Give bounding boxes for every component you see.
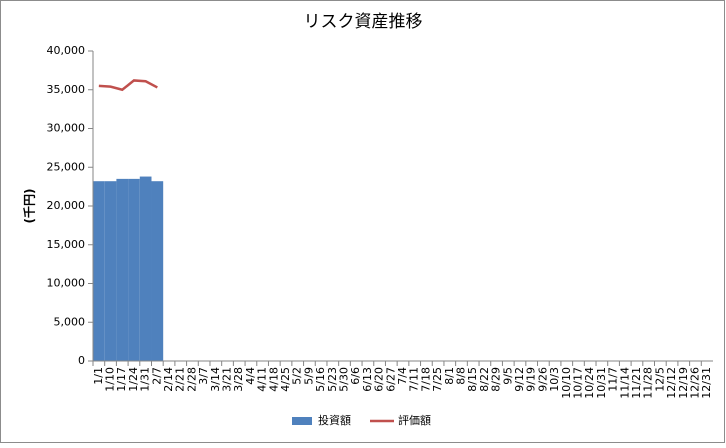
x-tick-label: 10/3 — [548, 367, 561, 392]
y-tick-label: 5,000 — [54, 315, 86, 328]
bar — [128, 178, 140, 361]
x-tick-label: 8/15 — [466, 367, 479, 392]
legend-label: 評価額 — [398, 413, 431, 427]
bar — [139, 176, 152, 361]
x-tick-label: 9/12 — [513, 367, 526, 392]
y-tick-label: 25,000 — [47, 160, 86, 173]
x-tick-label: 11/7 — [607, 367, 620, 392]
x-tick-label: 8/1 — [443, 367, 456, 385]
x-tick-label: 11/28 — [642, 367, 655, 399]
x-tick-label: 12/12 — [665, 367, 678, 399]
bar — [116, 178, 129, 361]
x-tick-label: 5/30 — [338, 367, 351, 392]
x-tick-label: 9/19 — [525, 367, 538, 392]
x-tick-label: 2/7 — [150, 367, 163, 385]
bar — [104, 181, 117, 361]
x-tick-label: 7/4 — [396, 367, 409, 385]
x-tick-label: 4/4 — [244, 367, 257, 385]
x-tick-label: 1/31 — [139, 367, 152, 392]
x-tick-label: 3/21 — [221, 367, 234, 392]
x-tick-label: 2/21 — [174, 367, 187, 392]
x-tick-label: 4/11 — [256, 367, 269, 392]
x-tick-label: 11/21 — [630, 367, 643, 399]
y-tick-label: 40,000 — [47, 44, 86, 57]
x-tick-label: 10/10 — [560, 367, 573, 399]
x-tick-label: 8/29 — [490, 367, 503, 392]
x-tick-label: 10/17 — [571, 367, 584, 399]
x-tick-label: 1/10 — [104, 367, 117, 392]
y-axis-label: (千円) — [22, 189, 37, 224]
x-tick-label: 1/1 — [92, 367, 105, 385]
x-tick-label: 12/19 — [677, 367, 690, 399]
x-tick-label: 7/18 — [419, 367, 432, 392]
y-tick-label: 30,000 — [47, 122, 86, 135]
y-tick-label: 15,000 — [47, 238, 86, 251]
x-tick-label: 3/14 — [209, 367, 222, 392]
y-tick-label: 10,000 — [47, 277, 86, 290]
x-tick-label: 6/27 — [384, 367, 397, 392]
x-tick-label: 8/8 — [454, 367, 467, 385]
x-tick-label: 2/14 — [162, 367, 175, 392]
legend-label: 投資額 — [318, 413, 351, 427]
x-tick-label: 6/13 — [361, 367, 374, 392]
bar — [93, 181, 105, 361]
x-tick-label: 12/5 — [653, 367, 666, 392]
x-tick-label: 3/7 — [197, 367, 210, 385]
x-tick-label: 1/24 — [127, 367, 140, 392]
y-tick-label: 35,000 — [47, 83, 86, 96]
x-tick-label: 12/26 — [688, 367, 701, 399]
line — [98, 79, 158, 92]
x-tick-label: 2/28 — [185, 367, 198, 392]
y-tick-label: 0 — [78, 354, 85, 367]
x-tick-label: 11/14 — [618, 367, 631, 399]
x-tick-label: 5/23 — [326, 367, 339, 392]
x-tick-label: 10/24 — [583, 367, 596, 399]
x-tick-label: 5/16 — [314, 367, 327, 392]
x-tick-label: 8/22 — [478, 367, 491, 392]
x-tick-label: 4/18 — [267, 367, 280, 392]
x-tick-label: 7/11 — [408, 367, 421, 392]
chart-title: リスク資産推移 — [304, 12, 423, 32]
x-tick-label: 9/26 — [536, 367, 549, 392]
x-tick-label: 5/2 — [291, 367, 304, 385]
x-tick-label: 10/31 — [595, 367, 608, 399]
x-tick-label: 4/25 — [279, 367, 292, 392]
x-tick-label: 7/25 — [431, 367, 444, 392]
x-tick-label: 12/31 — [700, 367, 713, 399]
x-tick-label: 9/5 — [501, 367, 514, 385]
x-tick-label: 1/17 — [115, 367, 128, 392]
x-tick-label: 5/9 — [302, 367, 315, 385]
x-tick-label: 6/20 — [373, 367, 386, 392]
x-tick-label: 3/28 — [232, 367, 245, 392]
y-tick-label: 20,000 — [47, 199, 86, 212]
bar — [151, 181, 164, 361]
legend-swatch — [292, 417, 312, 425]
x-tick-label: 6/6 — [349, 367, 362, 385]
